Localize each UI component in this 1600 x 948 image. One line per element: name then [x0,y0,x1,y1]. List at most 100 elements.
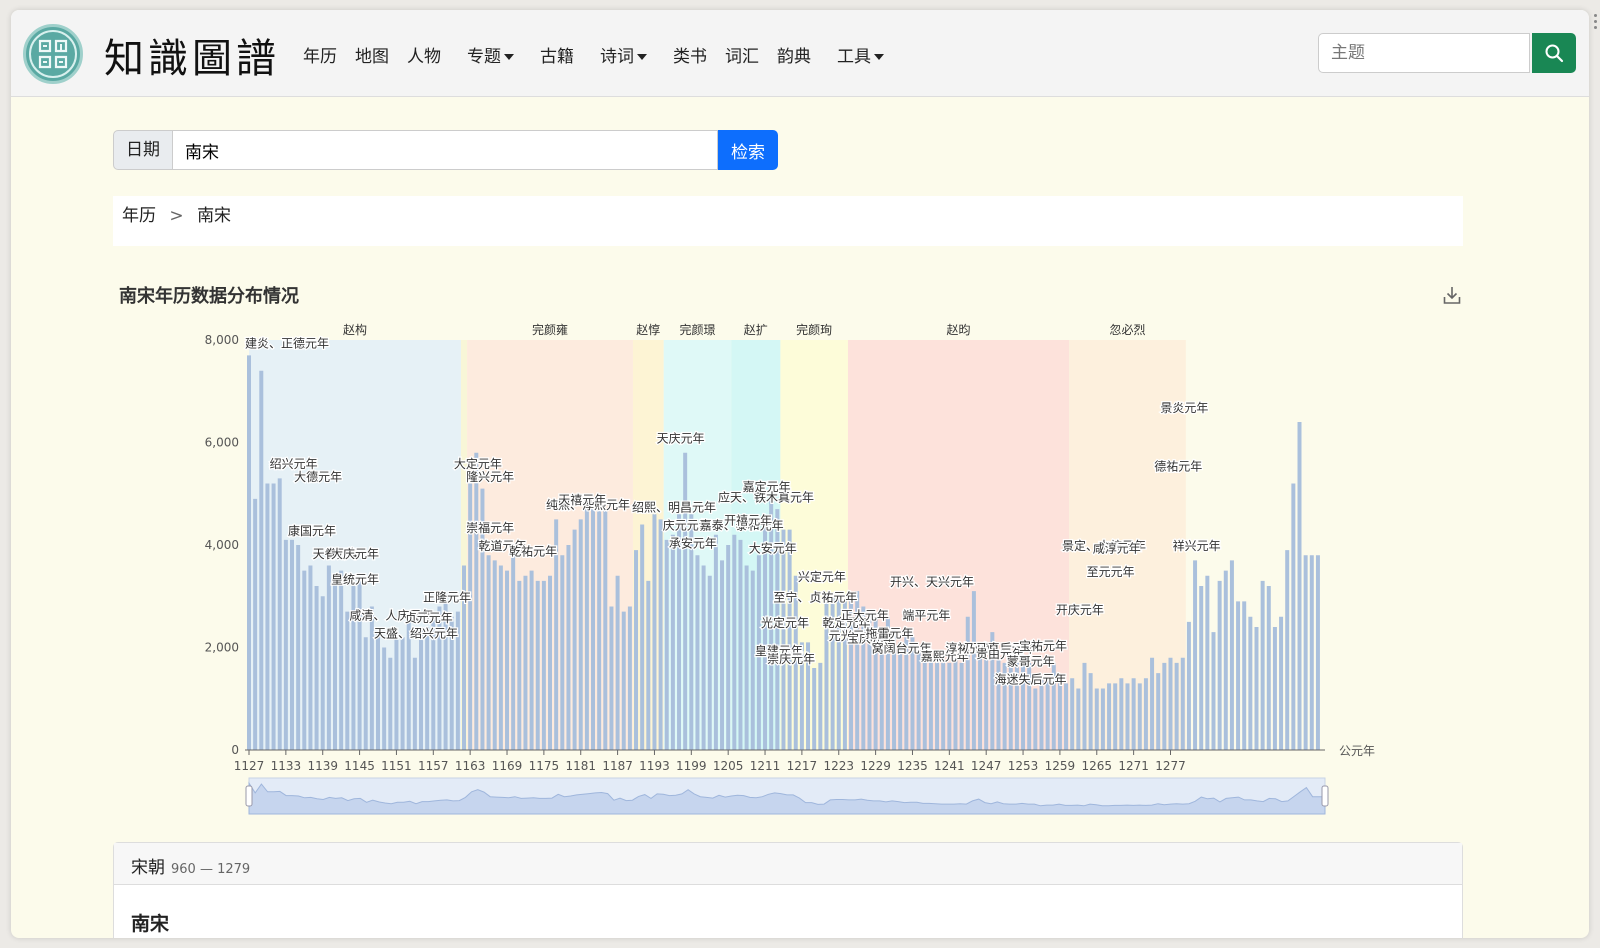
zoom-handle-right [1321,785,1329,807]
data-bar [283,539,288,750]
data-bar [1100,688,1105,750]
card-title[interactable]: 宋朝 [131,858,165,878]
x-tick-label: 1277 [1155,759,1186,773]
data-bar [406,621,411,750]
nav-item-5[interactable]: 诗词 [600,42,647,67]
bar-annotation: 崇庆元年 [767,652,815,666]
nav-item-2[interactable]: 人物 [407,42,441,67]
data-bar [554,519,559,750]
nav-item-8[interactable]: 韵典 [777,42,811,67]
data-bar [646,580,651,750]
bar-annotation: 咸淳元年 [1093,541,1141,556]
nav-item-label: 韵典 [777,47,811,67]
data-bar [1088,673,1093,750]
search-button[interactable] [1532,33,1576,73]
data-bar [670,534,675,750]
data-bar [658,519,663,750]
data-bar [996,657,1001,750]
nav-item-1[interactable]: 地图 [355,42,389,67]
data-bar [1021,662,1026,750]
nav-item-label: 诗词 [600,47,634,67]
chevron-down-icon [874,54,884,60]
bar-annotation: 绍兴元年 [270,457,318,471]
bar-annotation: 元光元年 [829,629,877,643]
bar-annotation: 天眷元年 [313,547,361,561]
data-bar [394,637,399,750]
topic-search-input[interactable] [1318,33,1530,73]
card-header: 宋朝 960 — 1279 [114,843,1462,885]
year-distribution-chart[interactable]: 赵构 完颜雍 赵惇 完颜璟 赵扩 完颜珣 赵昀 忽必烈 0 2,000 4,000 6,000 8,00… [113,310,1463,830]
bar-annotation: 承安元年 [669,536,717,551]
nav-item-4[interactable]: 古籍 [540,42,574,67]
data-bar [326,565,331,750]
data-bar [873,616,878,750]
data-bar [1236,601,1241,750]
site-logo-text[interactable]: 知識圖譜 [104,36,280,82]
window-menu-icon[interactable] [1594,14,1598,32]
nav-item-0[interactable]: 年历 [303,42,337,67]
x-tick-label: 1175 [529,759,560,773]
data-bar [431,616,436,750]
data-bar [290,539,294,750]
breadcrumb-root-link[interactable]: 年历 [122,206,156,226]
nav-item-label: 人物 [407,47,441,67]
data-bar [904,637,909,750]
bar-annotation: 皇统元年 [331,572,379,586]
data-bar [1113,683,1118,750]
data-bar [412,657,417,750]
data-bar [486,555,491,750]
bar-annotation: 康国元年 [288,523,336,538]
data-bar [1051,662,1056,750]
x-tick-label: 1169 [492,759,523,773]
x-tick-label: 1265 [1081,759,1112,773]
data-bar [959,662,964,750]
data-bar [271,483,276,750]
nav-item-7[interactable]: 词汇 [725,42,759,67]
date-search-button[interactable]: 检索 [718,130,778,170]
data-bar [591,498,596,750]
x-tick-label: 1151 [381,759,412,773]
nav-item-6[interactable]: 类书 [673,42,707,67]
data-bar [806,642,811,750]
x-tick-label: 1181 [565,759,596,773]
bar-annotation: 天盛、绍兴元年 [374,625,458,640]
nav-item-label: 类书 [673,47,707,67]
bar-annotation: 光定元年 [761,615,809,630]
data-bar [1180,657,1185,750]
data-bar [849,601,854,750]
data-bar [1217,580,1222,750]
data-bar [345,611,350,750]
bar-annotation: 天禧元年 [558,493,606,507]
x-tick-label: 1157 [418,759,449,773]
logo-seal-icon[interactable] [23,24,83,84]
nav-item-label: 专题 [467,47,501,67]
bar-annotation: 贵由元年 [976,647,1024,661]
data-bar [339,570,344,750]
download-icon[interactable] [1443,285,1461,305]
date-input[interactable] [173,130,718,170]
bar-annotation: 开庆元年 [1056,603,1104,617]
data-bar [1291,483,1296,750]
data-bar [775,509,780,750]
data-bar [1272,627,1277,750]
data-bar [1156,673,1161,750]
data-bar [965,616,970,750]
search-icon [1545,44,1564,62]
data-bar [511,555,516,750]
data-bar [1186,621,1191,750]
bar-annotation: 正大元年 [841,608,889,622]
data-bar [1039,678,1044,750]
data-bar [855,591,860,750]
nav-item-9[interactable]: 工具 [837,42,884,67]
bar-annotation: 乾祐元年 [509,544,557,558]
data-bar [1174,662,1179,750]
data-bar [916,652,921,750]
data-bar [683,452,688,750]
data-bar [492,560,497,750]
bar-annotation: 宝庆元年 [847,631,895,645]
breadcrumb-separator: > [169,206,184,226]
x-tick-label: 1211 [750,759,781,773]
data-bar [462,565,467,750]
nav-item-3[interactable]: 专题 [467,42,514,67]
